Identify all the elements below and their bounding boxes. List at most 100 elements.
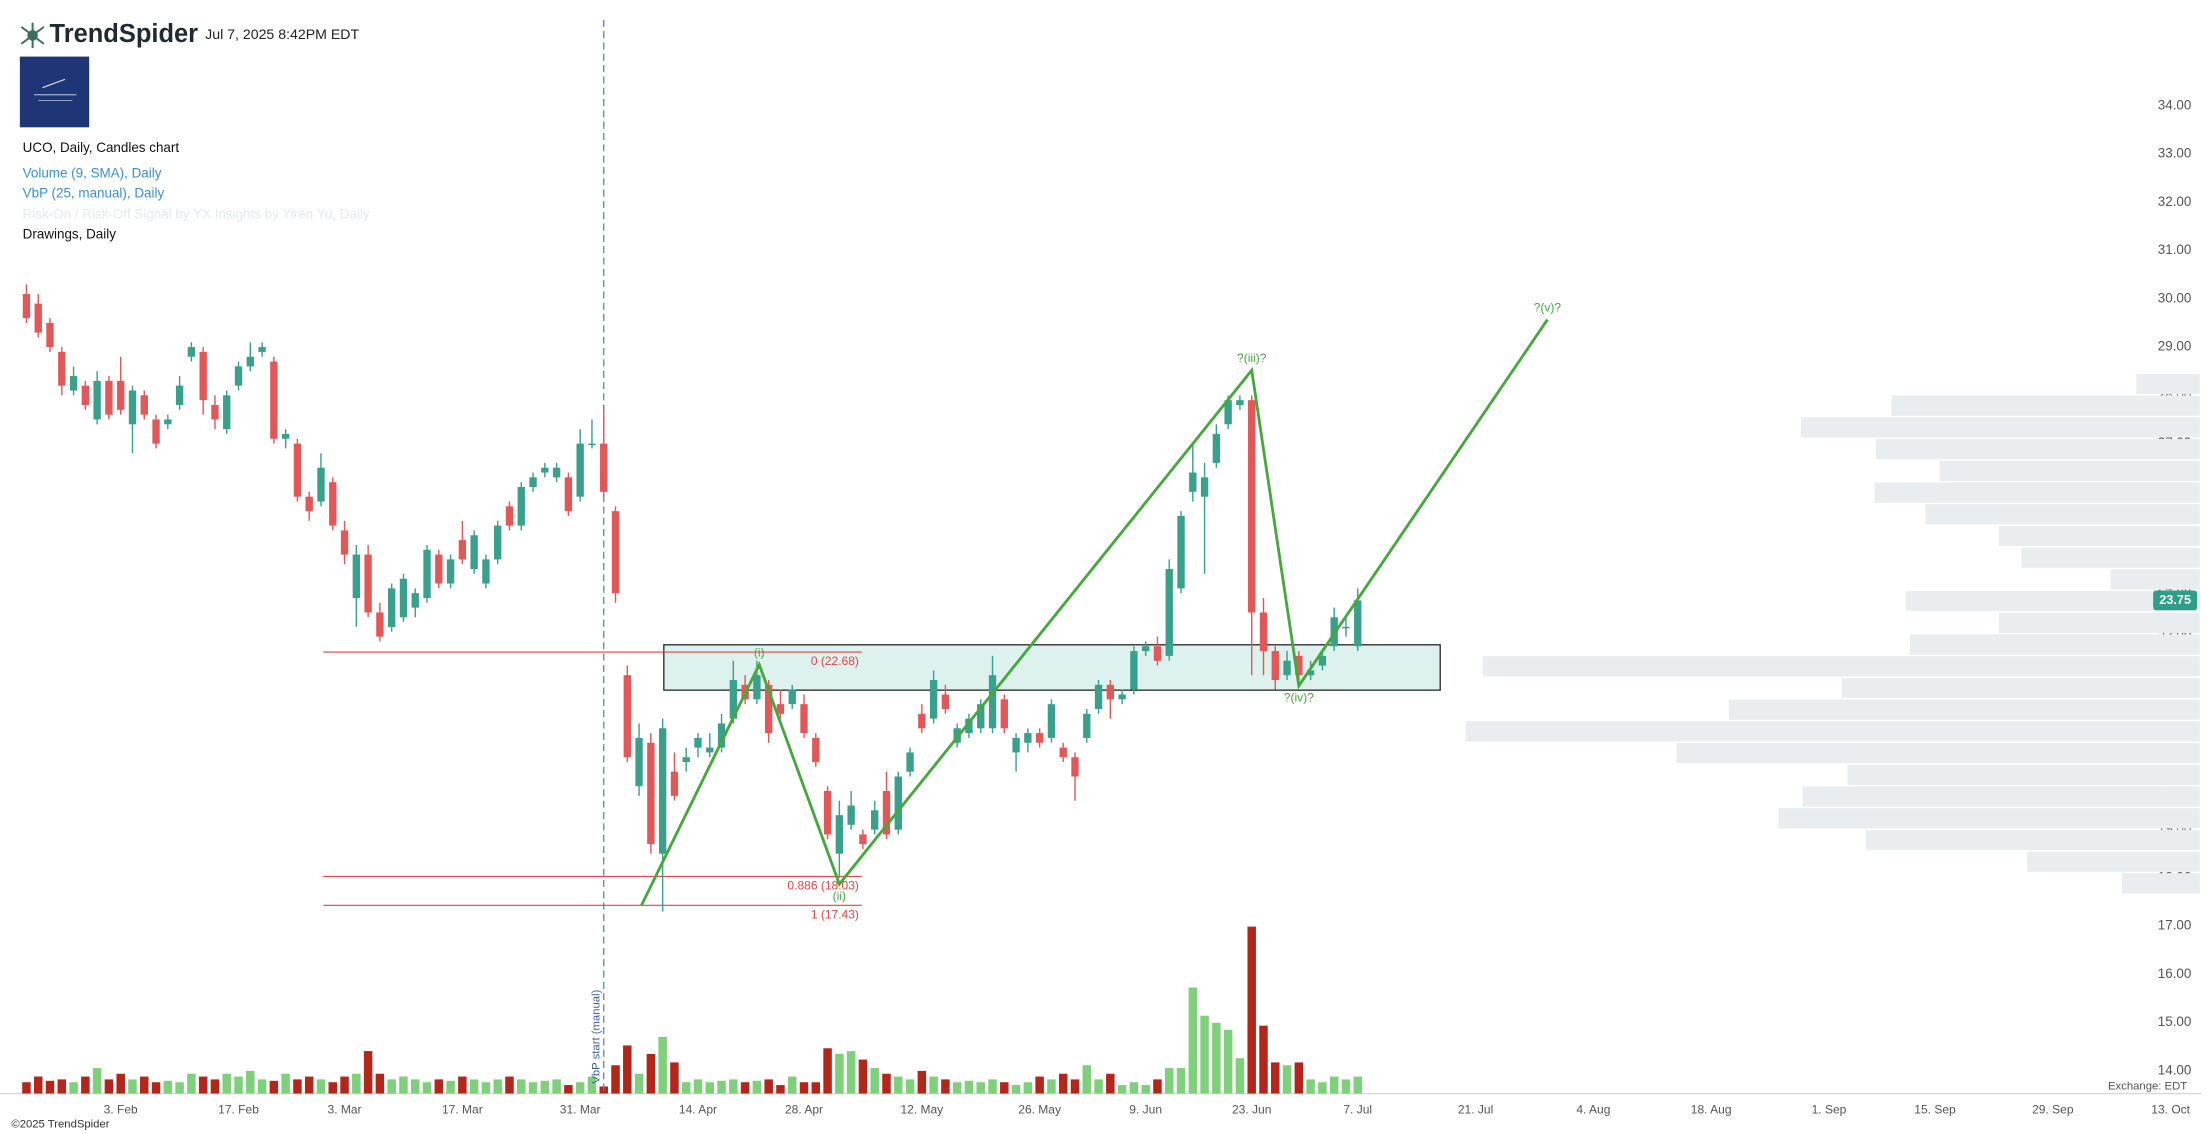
candle-body xyxy=(706,747,714,753)
volume-bar xyxy=(1070,1079,1080,1094)
legend-volume[interactable]: Volume (9, SMA), Daily xyxy=(23,166,162,181)
volume-bar xyxy=(1082,1065,1092,1094)
volume-bar xyxy=(1294,1062,1304,1094)
volume-bar xyxy=(434,1079,444,1094)
candle-body xyxy=(69,376,78,391)
candle-body xyxy=(399,578,408,618)
volume-bar xyxy=(22,1082,31,1094)
candle-body xyxy=(835,815,844,854)
volume-bar xyxy=(1106,1073,1115,1094)
vbp-bar xyxy=(2110,569,2200,590)
y-tick-label: 29.00 xyxy=(2158,339,2192,354)
volume-bar xyxy=(1047,1079,1056,1094)
candle-body xyxy=(128,390,137,425)
volume-bar xyxy=(269,1080,279,1094)
volume-bar xyxy=(1306,1079,1315,1094)
candle-body xyxy=(694,737,702,748)
volume-bar xyxy=(328,1082,338,1094)
candle-body xyxy=(1130,651,1138,690)
candle-body xyxy=(152,419,160,444)
volume-bar xyxy=(575,1082,585,1094)
legend-vbp[interactable]: VbP (25, manual), Daily xyxy=(23,185,165,200)
y-tick-label: 17.00 xyxy=(2158,918,2192,933)
vbp-bar xyxy=(1875,438,2200,460)
volume-bar xyxy=(1247,926,1256,1094)
x-tick-label: 1. Sep xyxy=(1812,1103,1847,1117)
volume-bar xyxy=(976,1082,985,1094)
candle-body xyxy=(929,680,938,719)
x-tick-label: 18. Aug xyxy=(1691,1103,1732,1117)
candle-body xyxy=(894,776,902,830)
candle-body xyxy=(1094,684,1103,709)
vbp-bar xyxy=(1909,634,2200,655)
x-tick-label: 28. Apr xyxy=(785,1103,823,1117)
wave-label: (i) xyxy=(754,645,765,659)
wave-label: (ii) xyxy=(833,889,846,903)
candle-body xyxy=(482,559,490,584)
y-tick-label: 32.00 xyxy=(2158,194,2192,209)
volume-bar xyxy=(740,1082,750,1094)
y-tick-label: 33.00 xyxy=(2158,146,2192,161)
candle-body xyxy=(199,351,207,401)
x-tick-label: 3. Mar xyxy=(328,1103,362,1117)
volume-bar xyxy=(198,1076,208,1094)
x-tick-label: 29. Sep xyxy=(2032,1103,2074,1117)
candle-body xyxy=(175,385,184,405)
candle-body xyxy=(81,385,90,405)
vbp-bar xyxy=(1841,677,2200,699)
candle-body xyxy=(729,680,738,719)
volume-bar xyxy=(517,1079,526,1094)
x-tick-label: 9. Jun xyxy=(1129,1103,1162,1117)
copyright: ©2025 TrendSpider xyxy=(11,1119,109,1131)
candle-body xyxy=(1047,704,1056,738)
candle-body xyxy=(918,713,926,729)
volume-bar xyxy=(304,1076,314,1094)
volume-bar xyxy=(104,1079,114,1094)
candle-body xyxy=(859,834,867,845)
x-tick-label: 17. Mar xyxy=(442,1103,483,1117)
symbol-logo xyxy=(19,56,90,128)
volume-bar xyxy=(422,1082,432,1094)
candle-body xyxy=(1000,699,1008,729)
candle-body xyxy=(871,810,879,830)
volume-bar xyxy=(1212,1022,1221,1094)
candle-body xyxy=(1071,757,1079,777)
vbp-bar xyxy=(1800,417,2200,438)
volume-bar xyxy=(1164,1068,1174,1094)
volume-bar xyxy=(1141,1085,1150,1094)
candle-body xyxy=(140,395,148,415)
candle-body xyxy=(505,506,514,526)
candle-body xyxy=(906,752,914,772)
volume-bar xyxy=(882,1073,891,1094)
vbp-bar xyxy=(2122,873,2200,894)
volume-bar xyxy=(210,1079,220,1094)
legend-drawings[interactable]: Drawings, Daily xyxy=(23,226,117,241)
candle-body xyxy=(329,482,337,526)
volume-bar xyxy=(929,1076,938,1094)
candle-body xyxy=(1153,646,1162,661)
volume-bar xyxy=(316,1079,326,1094)
vbp-bar xyxy=(1676,742,2200,764)
volume-bar xyxy=(257,1079,267,1094)
candle-body xyxy=(1248,400,1256,613)
candle-body xyxy=(234,366,243,386)
volume-bar xyxy=(293,1079,302,1094)
volume-bar xyxy=(1117,1085,1127,1094)
volume-bar xyxy=(894,1076,903,1094)
x-tick-label: 12. May xyxy=(900,1103,943,1117)
volume-bar xyxy=(1200,1015,1209,1094)
candle-body xyxy=(776,704,785,714)
legend-indicator[interactable]: Risk-On / Risk-Off Signal by YX Insights… xyxy=(23,207,370,222)
candle-body xyxy=(270,361,278,439)
volume-bar xyxy=(670,1062,679,1094)
volume-bar xyxy=(45,1080,55,1094)
volume-bar xyxy=(564,1085,573,1094)
volume-bar xyxy=(458,1076,467,1094)
candle-body xyxy=(882,791,891,835)
volume-bar xyxy=(729,1079,738,1094)
volume-bar xyxy=(410,1079,420,1094)
volume-bar xyxy=(528,1082,538,1094)
volume-bar xyxy=(33,1076,43,1094)
candle-body xyxy=(187,347,196,357)
